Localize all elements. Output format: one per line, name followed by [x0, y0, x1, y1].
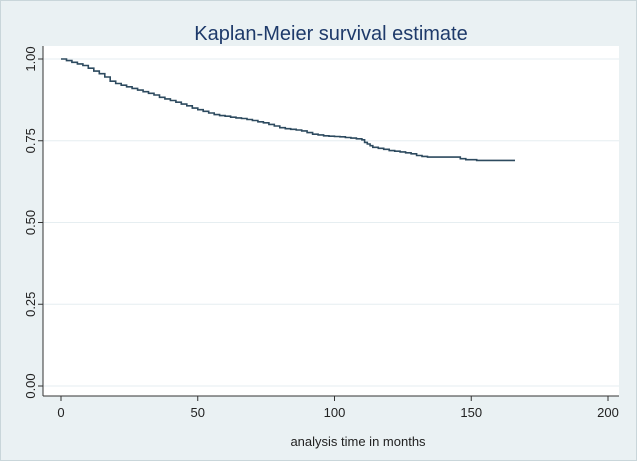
x-tick-label: 50: [191, 405, 205, 420]
y-axis-ticks: 0.00 0.25 0.50 0.75 1.00: [23, 46, 43, 399]
y-tick-label: 1.00: [23, 46, 38, 71]
x-tick-label: 0: [57, 405, 64, 420]
axes: [42, 46, 619, 397]
x-tick-label: 100: [324, 405, 346, 420]
plot-region: [43, 46, 619, 396]
x-axis-ticks: 0 50 100 150 200: [57, 396, 619, 420]
y-tick-label: 0.00: [23, 373, 38, 398]
y-tick-label: 0.75: [23, 128, 38, 153]
gridlines: [43, 58, 619, 387]
survival-curve: [61, 58, 515, 162]
y-tick-label: 0.25: [23, 292, 38, 317]
y-tick-label: 0.50: [23, 210, 38, 235]
x-tick-label: 150: [460, 405, 482, 420]
x-tick-label: 200: [597, 405, 619, 420]
series-group: [61, 58, 515, 162]
chart-title: Kaplan-Meier survival estimate: [194, 23, 467, 45]
x-axis-label: analysis time in months: [290, 434, 426, 449]
